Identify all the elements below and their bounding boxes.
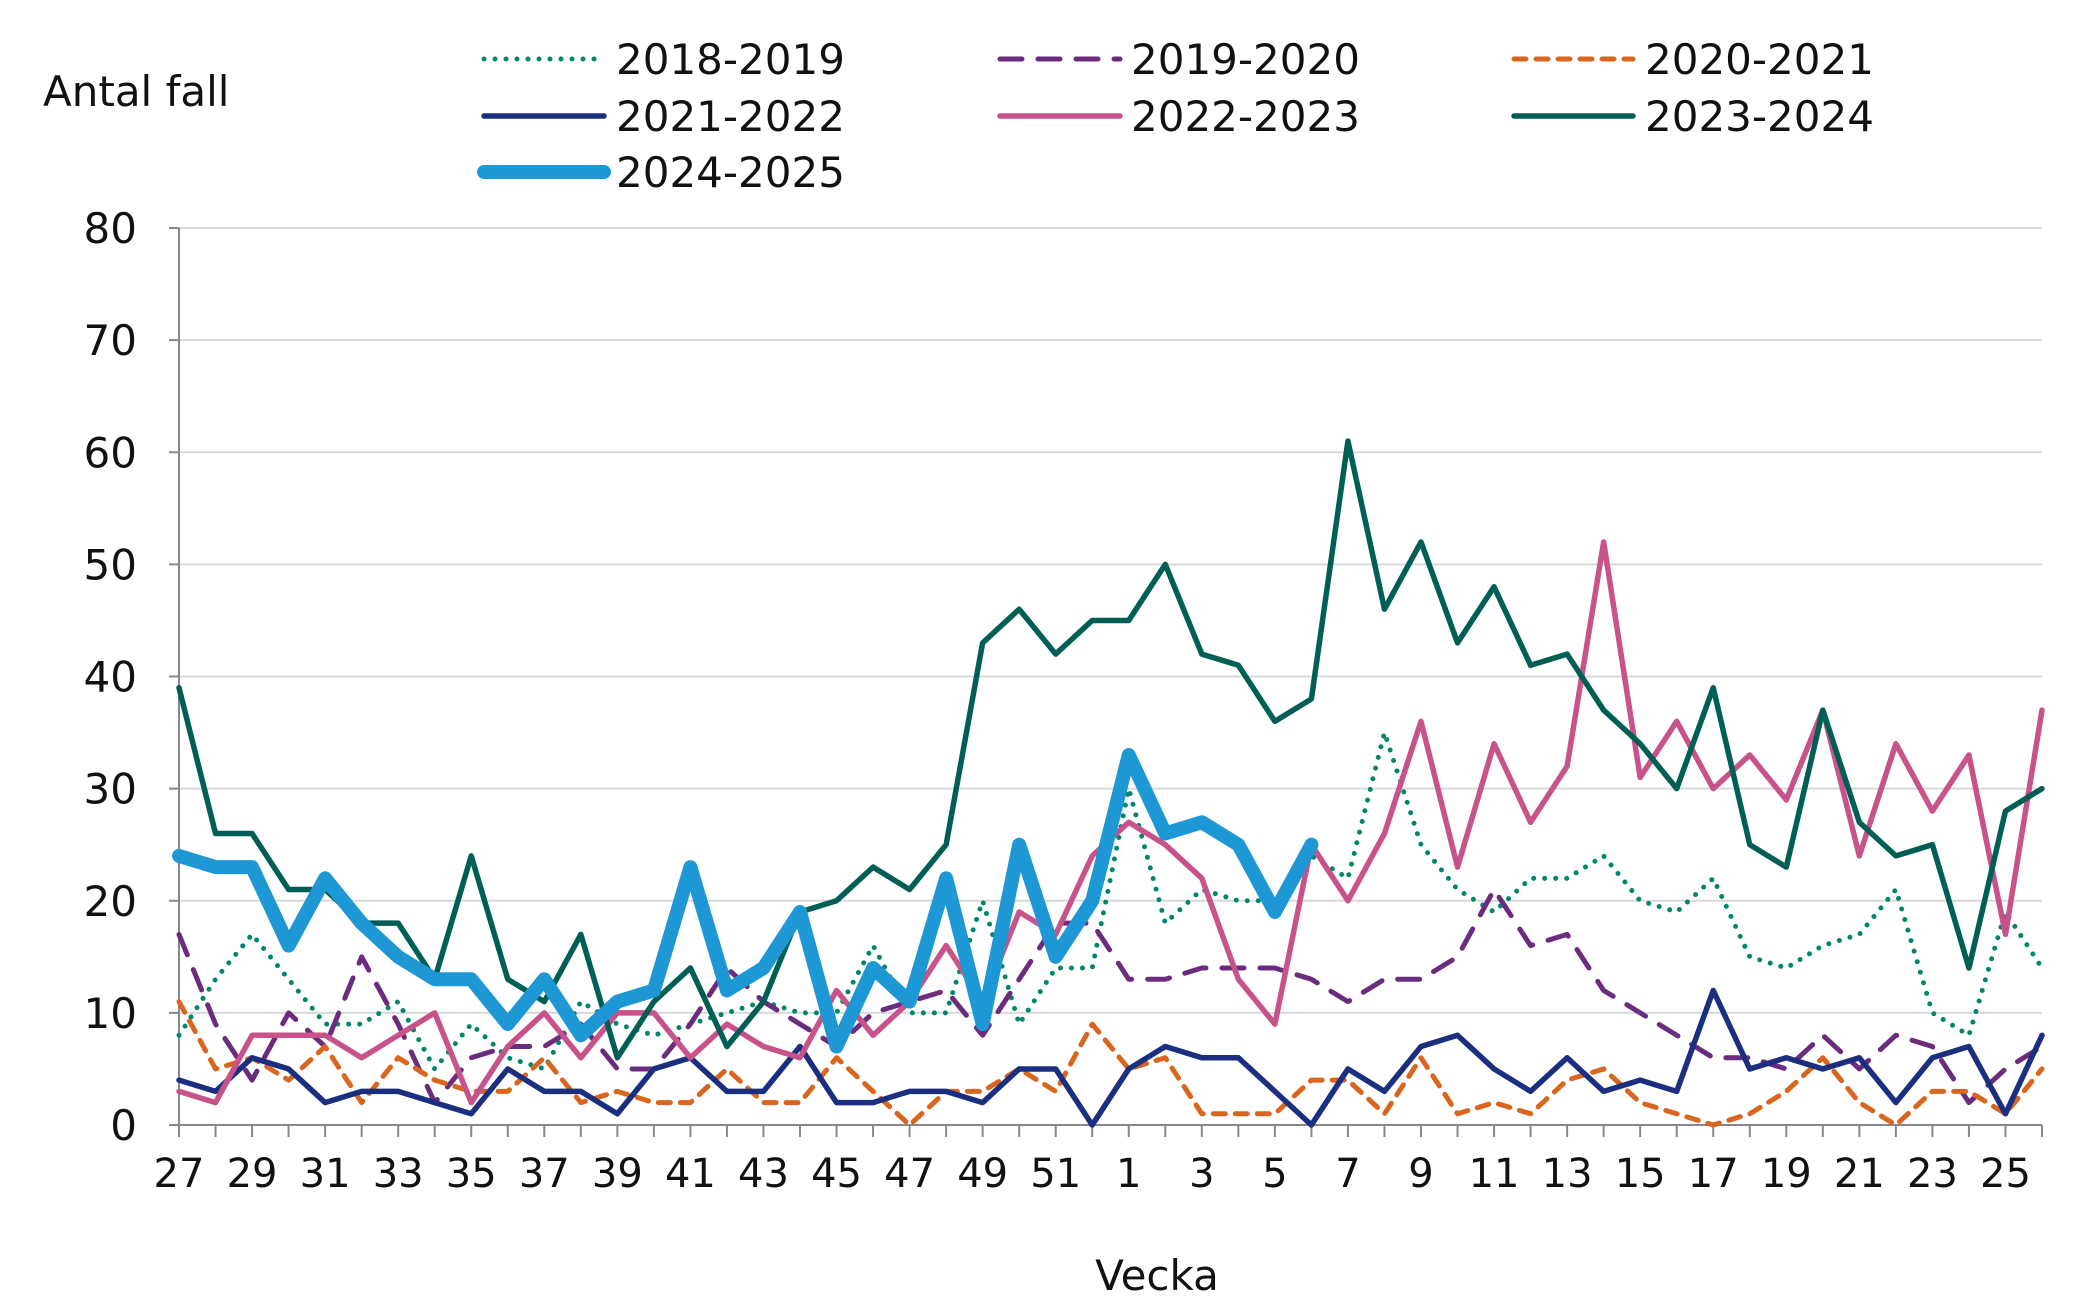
x-tick-label: 15 <box>1615 1151 1666 1197</box>
x-tick-label: 31 <box>300 1151 351 1197</box>
series-lines <box>172 438 2045 1128</box>
legend-label: 2020-2021 <box>1645 35 1874 84</box>
y-tick-label: 70 <box>84 316 137 365</box>
x-tick-label: 29 <box>227 1151 278 1197</box>
x-tick-label: 19 <box>1761 1151 1812 1197</box>
legend-label: 2018-2019 <box>616 35 845 84</box>
x-tick-label: 43 <box>738 1151 789 1197</box>
legend-label: 2024-2025 <box>616 148 845 197</box>
x-tick-label: 1 <box>1116 1151 1141 1197</box>
series-line-2023-2024 <box>176 438 2045 1061</box>
x-tick-label: 21 <box>1834 1151 1885 1197</box>
y-tick-label: 0 <box>110 1101 137 1150</box>
x-tick-label: 13 <box>1542 1151 1593 1197</box>
x-tick-label: 51 <box>1030 1151 1081 1197</box>
x-tick-label: 33 <box>373 1151 424 1197</box>
y-tick-label: 10 <box>84 989 137 1038</box>
series-line-2019-2020 <box>176 887 2045 1106</box>
x-tick-label: 47 <box>884 1151 935 1197</box>
x-tick-label: 49 <box>957 1151 1008 1197</box>
x-tick-label: 17 <box>1688 1151 1739 1197</box>
x-tick-label: 3 <box>1189 1151 1214 1197</box>
gridlines <box>179 227 2042 1014</box>
x-tick-label: 35 <box>446 1151 497 1197</box>
y-tick-label: 50 <box>84 540 137 589</box>
y-tick-label: 20 <box>84 877 137 926</box>
legend-label: 2022-2023 <box>1131 92 1360 141</box>
x-tick-label: 27 <box>154 1151 205 1197</box>
x-tick-label: 7 <box>1335 1151 1360 1197</box>
series-line-2021-2022 <box>176 987 2045 1128</box>
y-tick-label: 80 <box>84 204 137 253</box>
y-tick-label: 60 <box>84 428 137 477</box>
legend-label: 2023-2024 <box>1645 92 1874 141</box>
y-tick-label: 30 <box>84 765 137 814</box>
legend-label: 2019-2020 <box>1131 35 1360 84</box>
x-tick-label: 37 <box>519 1151 570 1197</box>
x-tick-label: 23 <box>1907 1151 1958 1197</box>
x-tick-label: 25 <box>1980 1151 2031 1197</box>
x-tick-label: 11 <box>1469 1151 1520 1197</box>
legend: 2018-2019 2019-2020 2020-2021 2021-2022 2022… <box>477 35 1874 197</box>
x-axis-label: Vecka <box>1095 1251 1219 1300</box>
x-tick-label: 5 <box>1262 1151 1287 1197</box>
series-line-2024-2025 <box>172 747 1319 1054</box>
x-tick-label: 39 <box>592 1151 643 1197</box>
x-tick-label: 41 <box>665 1151 716 1197</box>
x-tick-label: 9 <box>1408 1151 1433 1197</box>
legend-label: 2021-2022 <box>616 92 845 141</box>
y-tick-label: 40 <box>84 653 137 702</box>
series-line-2018-2019 <box>176 730 2045 1072</box>
x-tick-label: 45 <box>811 1151 862 1197</box>
y-axis-label: Antal fall <box>43 67 229 116</box>
